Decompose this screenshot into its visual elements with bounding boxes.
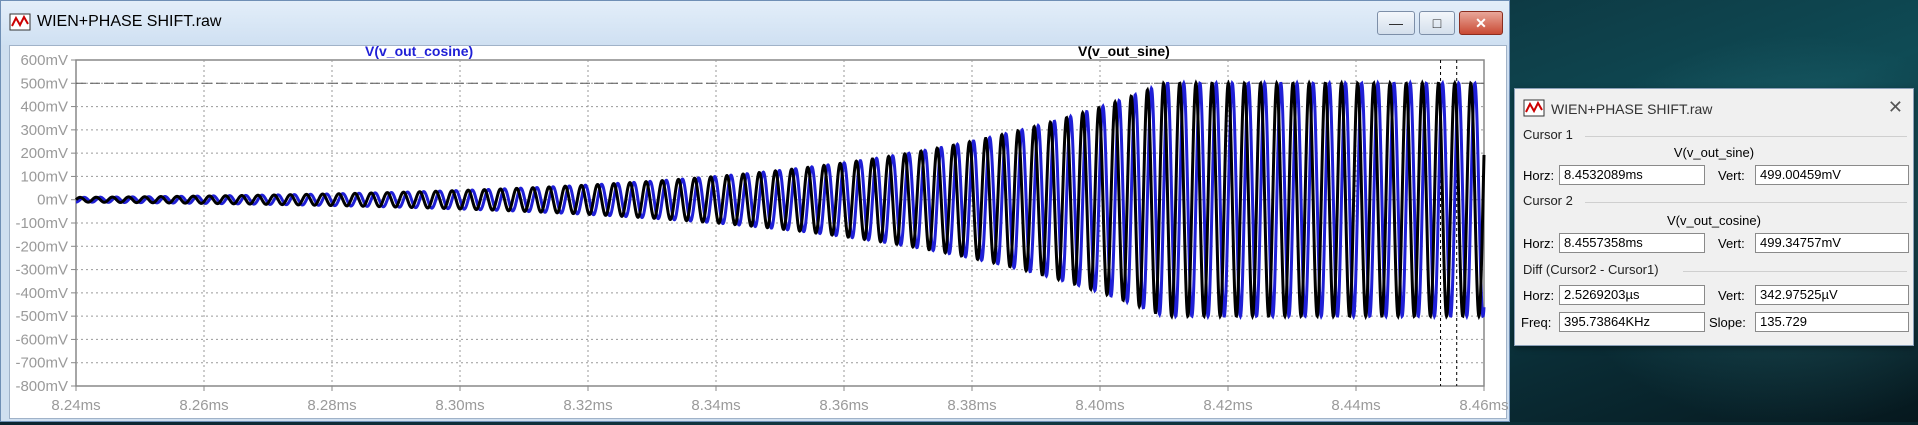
y-tick-label: 200mV: [20, 145, 68, 162]
trace-cosine: [75, 79, 1486, 321]
diff-slope-label: Slope:: [1709, 315, 1746, 330]
x-tick-label: 8.42ms: [1203, 397, 1252, 414]
waveform-plot[interactable]: 600mV 500mV 400mV 300mV 200mV 100mV 0mV -100mV -…: [10, 43, 1508, 420]
y-tick-label: 100mV: [20, 168, 68, 185]
legend-trace-sine[interactable]: V(v_out_sine): [1078, 43, 1170, 59]
x-tick-label: 8.26ms: [179, 397, 228, 414]
minimize-button[interactable]: —: [1377, 11, 1415, 35]
plot-grid: [71, 59, 1485, 391]
cursor1-vert-field[interactable]: 499.00459mV: [1755, 165, 1909, 185]
diff-label: Diff (Cursor2 - Cursor1): [1523, 262, 1659, 277]
maximize-button[interactable]: □: [1419, 11, 1455, 35]
cursor-panel-title: WIEN+PHASE SHIFT.raw: [1551, 101, 1713, 117]
cursor2-horz-label: Horz:: [1523, 236, 1555, 251]
diff-vert-field[interactable]: 342.97525µV: [1755, 285, 1909, 305]
trace-group: [75, 79, 1486, 321]
window-title: WIEN+PHASE SHIFT.raw: [37, 13, 222, 30]
y-tick-label: 500mV: [20, 75, 68, 92]
close-icon: ✕: [1475, 14, 1487, 31]
x-tick-label: 8.24ms: [51, 397, 100, 414]
cursor1-horz-label: Horz:: [1523, 168, 1555, 183]
cursor1-vert-label: Vert:: [1718, 168, 1745, 183]
maximize-icon: □: [1432, 15, 1442, 31]
y-tick-label: -400mV: [15, 285, 68, 302]
divider: [1683, 271, 1907, 272]
x-tick-label: 8.44ms: [1331, 397, 1380, 414]
diff-freq-field[interactable]: 395.73864KHz: [1559, 312, 1705, 332]
diff-freq-label: Freq:: [1521, 315, 1552, 330]
y-tick-label: 0mV: [37, 192, 68, 209]
divider: [1585, 202, 1907, 203]
cursor1-trace: V(v_out_sine): [1673, 145, 1755, 160]
x-axis-labels: 8.24ms 8.26ms 8.28ms 8.30ms 8.32ms 8.34ms 8.36…: [51, 397, 1508, 414]
y-tick-label: 400mV: [20, 99, 68, 116]
title-bar[interactable]: WIEN+PHASE SHIFT.raw — □ ✕: [1, 1, 1509, 45]
cursor1-label: Cursor 1: [1523, 127, 1573, 142]
cursor-panel: WIEN+PHASE SHIFT.raw ✕ Cursor 1 V(v_out_…: [1514, 88, 1914, 346]
trace-sine: [75, 79, 1486, 321]
waveform-app-icon: [9, 13, 31, 31]
diff-slope-field[interactable]: 135.729: [1755, 312, 1909, 332]
x-tick-label: 8.38ms: [947, 397, 996, 414]
y-tick-label: -200mV: [15, 238, 68, 255]
cursor1-horz-field[interactable]: 8.4532089ms: [1559, 165, 1705, 185]
y-tick-label: -700mV: [15, 355, 68, 372]
cursor2-label: Cursor 2: [1523, 193, 1573, 208]
y-tick-label: -800mV: [15, 378, 68, 395]
cursor2-vert-label: Vert:: [1718, 236, 1745, 251]
x-tick-label: 8.46ms: [1459, 397, 1508, 414]
x-tick-label: 8.40ms: [1075, 397, 1124, 414]
plot-area[interactable]: 600mV 500mV 400mV 300mV 200mV 100mV 0mV -100mV -…: [9, 43, 1509, 420]
x-tick-label: 8.36ms: [819, 397, 868, 414]
y-tick-label: 600mV: [20, 52, 68, 69]
divider: [1585, 136, 1907, 137]
y-tick-label: -600mV: [15, 331, 68, 348]
close-icon[interactable]: ✕: [1887, 97, 1903, 117]
y-tick-label: -500mV: [15, 308, 68, 325]
x-tick-label: 8.34ms: [691, 397, 740, 414]
y-tick-label: -300mV: [15, 262, 68, 279]
minimize-icon: —: [1389, 15, 1403, 31]
x-tick-label: 8.28ms: [307, 397, 356, 414]
cursor2-vert-field[interactable]: 499.34757mV: [1755, 233, 1909, 253]
waveform-window: WIEN+PHASE SHIFT.raw — □ ✕ 600mV 500mV 400…: [0, 0, 1510, 422]
diff-horz-label: Horz:: [1523, 288, 1555, 303]
cursor2-horz-field[interactable]: 8.4557358ms: [1559, 233, 1705, 253]
diff-horz-field[interactable]: 2.5269203µs: [1559, 285, 1705, 305]
diff-vert-label: Vert:: [1718, 288, 1745, 303]
x-tick-label: 8.32ms: [563, 397, 612, 414]
y-axis-labels: 600mV 500mV 400mV 300mV 200mV 100mV 0mV -100mV -…: [15, 52, 68, 395]
close-button[interactable]: ✕: [1459, 11, 1503, 35]
legend-trace-cosine[interactable]: V(v_out_cosine): [365, 43, 473, 59]
y-tick-label: -100mV: [15, 215, 68, 232]
y-tick-label: 300mV: [20, 122, 68, 139]
x-tick-label: 8.30ms: [435, 397, 484, 414]
cursor2-trace: V(v_out_cosine): [1667, 213, 1761, 228]
waveform-app-icon: [1523, 99, 1545, 117]
